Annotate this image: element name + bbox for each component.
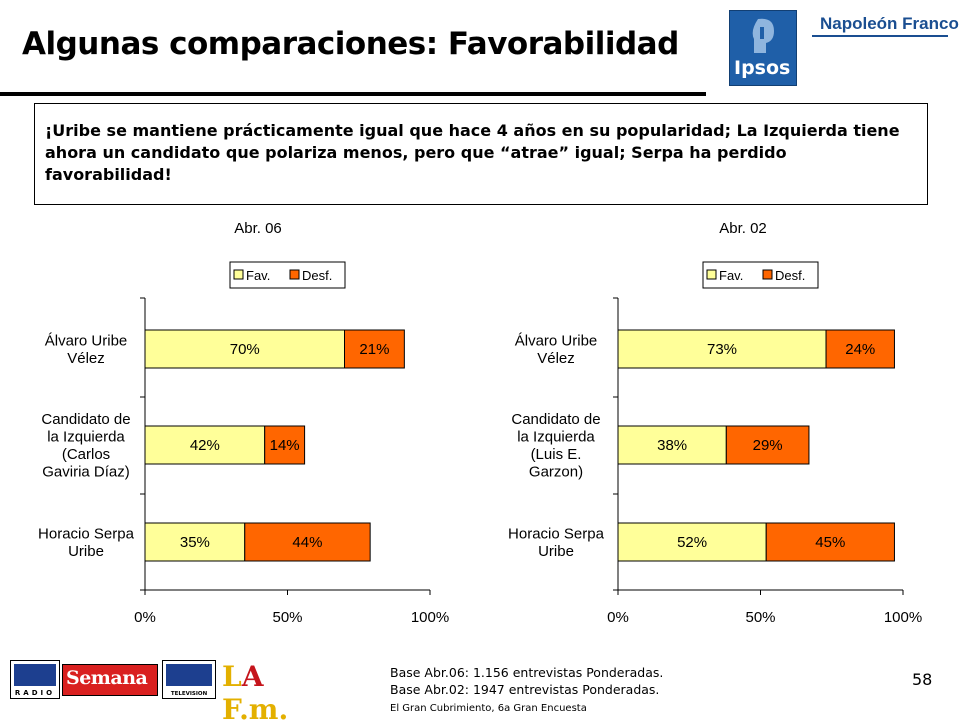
bar-fav bbox=[144, 329, 345, 369]
callout-text: ¡Uribe se mantiene prácticamente igual q… bbox=[45, 121, 900, 184]
category-label: Álvaro Uribe bbox=[45, 332, 128, 349]
napoleon-franco-underline bbox=[812, 35, 948, 37]
x-tick-label: 50% bbox=[745, 609, 775, 626]
data-label: 45% bbox=[815, 534, 845, 551]
callout-box: ¡Uribe se mantiene prácticamente igual q… bbox=[34, 103, 928, 205]
bar-fav bbox=[617, 425, 727, 465]
data-label: 14% bbox=[270, 437, 300, 454]
category-label: Horacio Serpa bbox=[38, 525, 135, 542]
title-divider bbox=[0, 92, 706, 96]
category-label: Uribe bbox=[538, 543, 574, 560]
legend-box bbox=[229, 261, 346, 289]
data-label: 52% bbox=[677, 534, 707, 551]
category-label: (Carlos bbox=[62, 446, 110, 463]
bar-desf bbox=[825, 329, 895, 369]
data-label: 70% bbox=[230, 341, 260, 358]
category-label: Álvaro Uribe bbox=[515, 332, 598, 349]
category-label: Gaviria Díaz) bbox=[42, 463, 130, 480]
legend-label: Fav. bbox=[719, 268, 743, 283]
legend-swatch bbox=[289, 269, 300, 280]
category-label: Candidato de bbox=[41, 411, 130, 428]
rcn-television-logo: TELEVISION bbox=[162, 660, 216, 699]
data-label: 42% bbox=[190, 437, 220, 454]
rcn-radio-logo: RADIO bbox=[10, 660, 60, 699]
bar-fav bbox=[617, 522, 767, 562]
bar-desf bbox=[264, 425, 306, 465]
data-label: 44% bbox=[292, 534, 322, 551]
data-label: 73% bbox=[707, 341, 737, 358]
source-note: El Gran Cubrimiento, 6a Gran Encuesta bbox=[390, 703, 587, 714]
legend-label: Desf. bbox=[302, 268, 332, 283]
data-label: 38% bbox=[657, 437, 687, 454]
semana-logo-text: Semana bbox=[66, 667, 148, 689]
category-label: la Izquierda bbox=[47, 428, 125, 445]
legend-box bbox=[702, 261, 819, 289]
x-tick-label: 100% bbox=[884, 609, 922, 626]
legend-label: Desf. bbox=[775, 268, 805, 283]
legend-swatch bbox=[762, 269, 773, 280]
la-fm-logo: LA F.m. bbox=[222, 660, 289, 726]
page-number: 58 bbox=[912, 670, 933, 689]
base-note: Base Abr.06: 1.156 entrevistas Ponderada… bbox=[390, 664, 663, 698]
base-note-line-1: Base Abr.06: 1.156 entrevistas Ponderada… bbox=[390, 665, 664, 680]
data-label: 29% bbox=[753, 437, 783, 454]
base-note-line-2: Base Abr.02: 1947 entrevistas Ponderadas… bbox=[390, 682, 660, 697]
category-label: Candidato de bbox=[511, 411, 600, 428]
bar-desf bbox=[725, 425, 810, 465]
bar-fav bbox=[144, 425, 266, 465]
category-label: la Izquierda bbox=[517, 428, 595, 445]
x-tick-label: 0% bbox=[607, 609, 629, 626]
category-label: Horacio Serpa bbox=[508, 525, 605, 542]
bar-desf bbox=[244, 522, 371, 562]
category-label: Vélez bbox=[537, 350, 575, 367]
slide-title: Algunas comparaciones: Favorabilidad bbox=[22, 26, 679, 62]
napoleon-franco-logo: Napoleón Franco bbox=[820, 14, 959, 33]
bar-fav bbox=[617, 329, 827, 369]
legend-label: Fav. bbox=[246, 268, 270, 283]
chart-title: Abr. 06 bbox=[234, 220, 282, 237]
chart-title: Abr. 02 bbox=[719, 220, 767, 237]
category-label: (Luis E. bbox=[531, 446, 582, 463]
bar-desf bbox=[344, 329, 405, 369]
data-label: 24% bbox=[845, 341, 875, 358]
category-label: Garzon) bbox=[529, 463, 583, 480]
x-tick-label: 50% bbox=[272, 609, 302, 626]
legend-swatch bbox=[706, 269, 717, 280]
data-label: 21% bbox=[359, 341, 389, 358]
ipsos-logo-text: Ipsos bbox=[734, 57, 791, 79]
bar-fav bbox=[144, 522, 246, 562]
legend-swatch bbox=[233, 269, 244, 280]
x-tick-label: 0% bbox=[134, 609, 156, 626]
bar-desf bbox=[765, 522, 895, 562]
ipsos-logo: Ipsos bbox=[729, 10, 797, 86]
semana-logo: Semana bbox=[62, 664, 158, 696]
category-label: Uribe bbox=[68, 543, 104, 560]
data-label: 35% bbox=[180, 534, 210, 551]
x-tick-label: 100% bbox=[411, 609, 449, 626]
category-label: Vélez bbox=[67, 350, 105, 367]
ipsos-face-icon bbox=[752, 18, 774, 53]
